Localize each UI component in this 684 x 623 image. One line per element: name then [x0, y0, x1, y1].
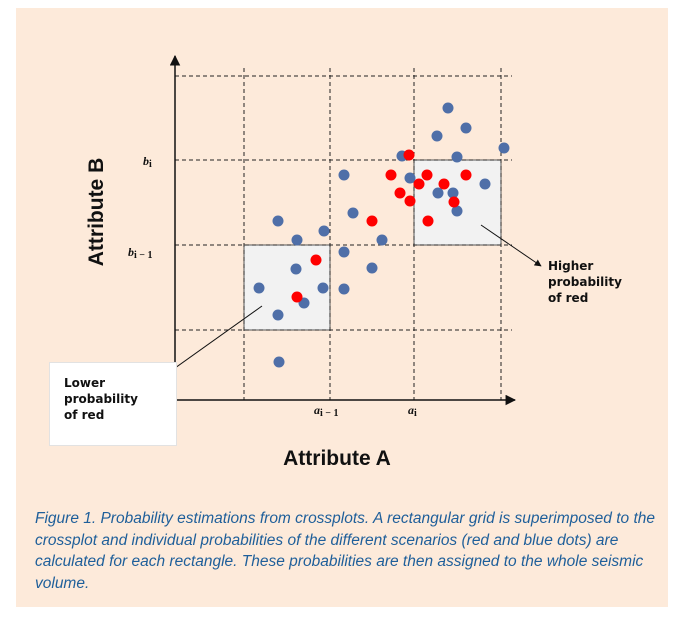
- red-dot: [438, 178, 450, 190]
- blue-dot: [253, 282, 265, 294]
- lower-probability-note: Lower probability of red: [64, 376, 138, 422]
- blue-dot: [451, 205, 463, 217]
- blue-dot: [442, 102, 454, 114]
- higher-note-arrow: [480, 224, 542, 267]
- blue-dot: [376, 234, 388, 246]
- y-tick-label-bi: bi: [143, 154, 152, 170]
- blue-dot: [272, 309, 284, 321]
- data-points: [253, 102, 510, 368]
- red-dot: [413, 178, 425, 190]
- red-dot: [310, 254, 322, 266]
- blue-dot: [366, 262, 378, 274]
- blue-dot: [431, 130, 443, 142]
- red-dot: [422, 215, 434, 227]
- x-tick-label-ai-minus-1: ai − 1: [314, 403, 338, 419]
- blue-dot: [338, 283, 350, 295]
- blue-dot: [447, 187, 459, 199]
- blue-dot: [291, 234, 303, 246]
- blue-dot: [432, 187, 444, 199]
- blue-dot: [347, 207, 359, 219]
- blue-dot: [404, 172, 416, 184]
- y-tick-label-bi-minus-1: bi − 1: [128, 245, 152, 261]
- blue-dot: [317, 282, 329, 294]
- blue-dot: [338, 246, 350, 258]
- blue-dot: [290, 263, 302, 275]
- y-axis-title: Attribute B: [85, 158, 108, 267]
- red-dot: [448, 196, 460, 208]
- blue-dot: [498, 142, 510, 154]
- higher-probability-note: Higher probability of red: [548, 259, 622, 305]
- red-dot: [460, 169, 472, 181]
- blue-dot: [273, 356, 285, 368]
- blue-dot: [318, 225, 330, 237]
- red-dot: [291, 291, 303, 303]
- x-tick-label-ai: ai: [408, 403, 417, 419]
- red-dot: [394, 187, 406, 199]
- red-dot: [385, 169, 397, 181]
- blue-dot: [460, 122, 472, 134]
- figure-panel: [16, 8, 668, 607]
- blue-dot: [272, 215, 284, 227]
- red-dot: [403, 149, 415, 161]
- blue-dot: [338, 169, 350, 181]
- red-dot: [366, 215, 378, 227]
- blue-dot: [479, 178, 491, 190]
- x-axis-title: Attribute A: [283, 447, 391, 470]
- red-dot: [421, 169, 433, 181]
- figure-caption: Figure 1. Probability estimations from c…: [35, 510, 655, 592]
- lower-probability-note-box: Lower probability of red: [49, 362, 177, 446]
- blue-dot: [451, 151, 463, 163]
- red-dot: [404, 195, 416, 207]
